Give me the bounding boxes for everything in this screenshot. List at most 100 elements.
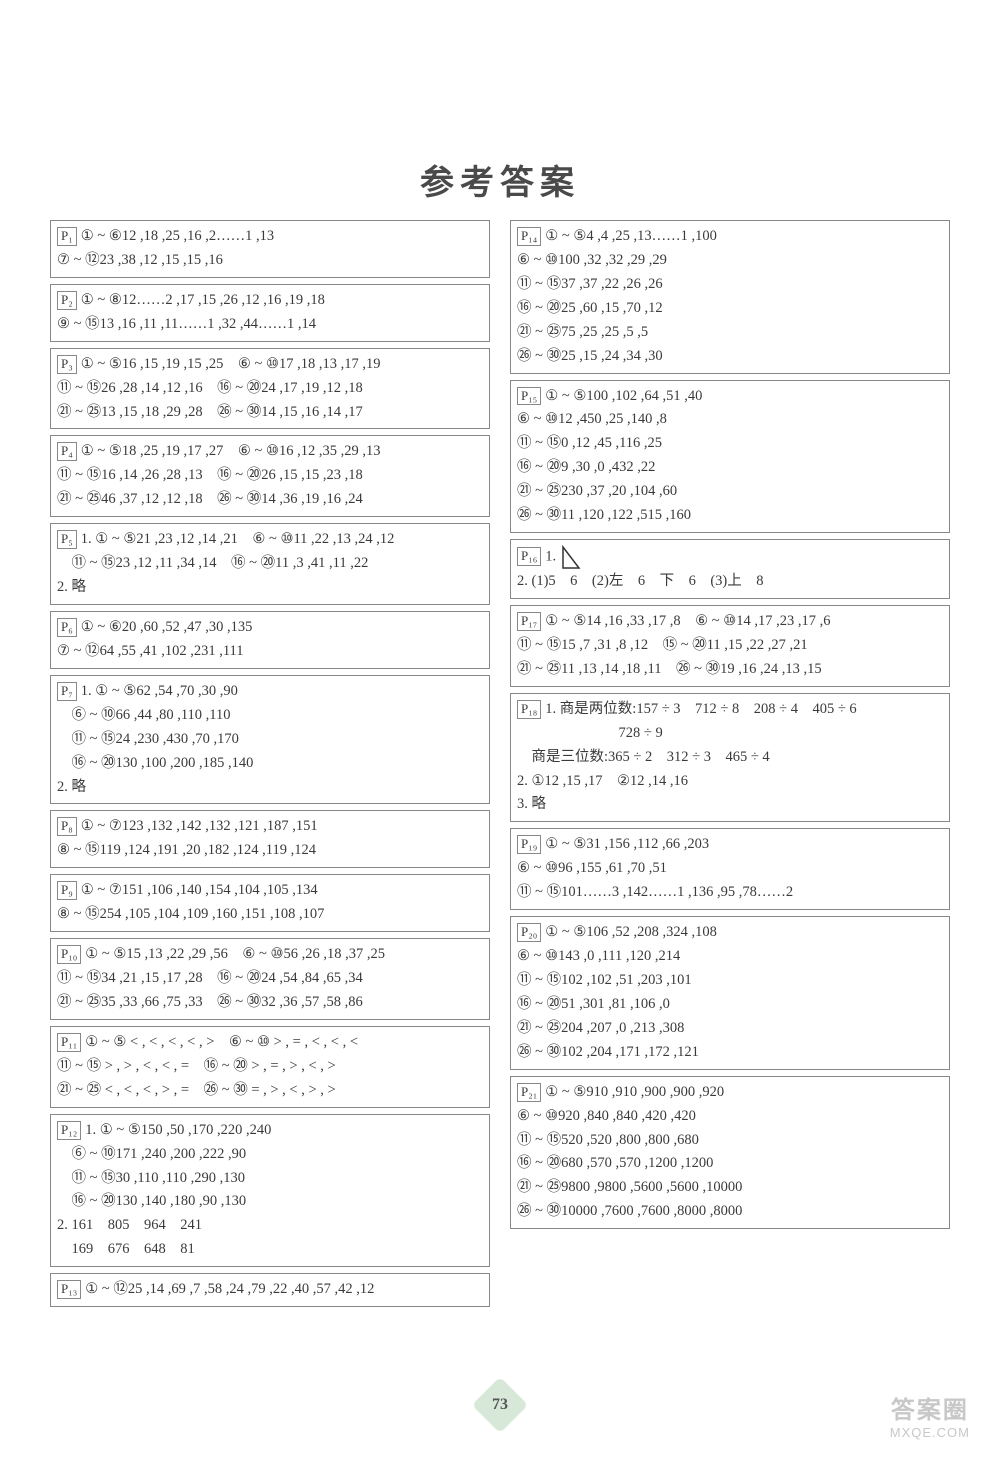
answer-block: P₁₆1. 2. (1)5 6 (2)左 6 下 6 (3)上 8: [510, 539, 950, 599]
watermark-line1: 答案圈: [890, 1390, 970, 1425]
answer-text: ⑯ ~ ⑳130 ,100 ,200 ,185 ,140: [57, 755, 253, 771]
answer-line: ⑪ ~ ⑮ > , > , < , < , = ⑯ ~ ⑳ > , = , > …: [57, 1055, 483, 1079]
answer-text: ① ~ ⑤18 ,25 ,19 ,17 ,27 ⑥ ~ ⑩16 ,12 ,35 …: [81, 443, 381, 459]
left-column: P₁① ~ ⑥12 ,18 ,25 ,16 ,2……1 ,13⑦ ~ ⑫23 ,…: [50, 220, 490, 1307]
answer-line: ⑪ ~ ⑮30 ,110 ,110 ,290 ,130: [57, 1167, 483, 1191]
answer-line: ㉖ ~ ㉚102 ,204 ,171 ,172 ,121: [517, 1041, 943, 1065]
answer-line: P₃① ~ ⑤16 ,15 ,19 ,15 ,25 ⑥ ~ ⑩17 ,18 ,1…: [57, 353, 483, 377]
answer-text: ㉑ ~ ㉕204 ,207 ,0 ,213 ,308: [517, 1020, 684, 1036]
page-ref-label: P₁₉: [517, 835, 541, 854]
watermark-line2: MXQE.COM: [890, 1425, 970, 1440]
answer-text: ① ~ ⑤14 ,16 ,33 ,17 ,8 ⑥ ~ ⑩14 ,17 ,23 ,…: [545, 613, 830, 629]
answer-text: ⑦ ~ ⑫64 ,55 ,41 ,102 ,231 ,111: [57, 643, 244, 659]
answer-text: ① ~ ⑤106 ,52 ,208 ,324 ,108: [545, 924, 717, 940]
answer-line: ㉑ ~ ㉕46 ,37 ,12 ,12 ,18 ㉖ ~ ㉚14 ,36 ,19 …: [57, 488, 483, 512]
answer-text: ① ~ ⑤910 ,910 ,900 ,900 ,920: [545, 1084, 724, 1100]
answer-line: ㉖ ~ ㉚10000 ,7600 ,7600 ,8000 ,8000: [517, 1200, 943, 1224]
answer-text: ① ~ ⑫25 ,14 ,69 ,7 ,58 ,24 ,79 ,22 ,40 ,…: [85, 1281, 374, 1297]
page-ref-label: P₁₂: [57, 1121, 81, 1140]
answer-text: ⑪ ~ ⑮34 ,21 ,15 ,17 ,28 ⑯ ~ ⑳24 ,54 ,84 …: [57, 970, 363, 986]
answer-line: ⑪ ~ ⑮16 ,14 ,26 ,28 ,13 ⑯ ~ ⑳26 ,15 ,15 …: [57, 464, 483, 488]
answer-text: 2. 略: [57, 579, 86, 595]
columns-wrap: P₁① ~ ⑥12 ,18 ,25 ,16 ,2……1 ,13⑦ ~ ⑫23 ,…: [50, 220, 950, 1307]
answer-line: 169 676 648 81: [57, 1238, 483, 1262]
answer-line: 2. 略: [57, 576, 483, 600]
answer-line: ⑪ ~ ⑮37 ,37 ,22 ,26 ,26: [517, 273, 943, 297]
page-number: 73: [480, 1385, 520, 1425]
watermark: 答案圈 MXQE.COM: [890, 1390, 970, 1440]
answer-line: P₁₁① ~ ⑤ < , < , < , < , > ⑥ ~ ⑩ > , = ,…: [57, 1031, 483, 1055]
answer-text: ⑪ ~ ⑮0 ,12 ,45 ,116 ,25: [517, 435, 662, 451]
answer-line: P₂₀① ~ ⑤106 ,52 ,208 ,324 ,108: [517, 921, 943, 945]
answer-line: ⑧ ~ ⑮254 ,105 ,104 ,109 ,160 ,151 ,108 ,…: [57, 903, 483, 927]
answer-text: ⑪ ~ ⑮101……3 ,142……1 ,136 ,95 ,78……2: [517, 884, 793, 900]
answer-block: P₁₁① ~ ⑤ < , < , < , < , > ⑥ ~ ⑩ > , = ,…: [50, 1026, 490, 1108]
answer-text: ⑪ ~ ⑮26 ,28 ,14 ,12 ,16 ⑯ ~ ⑳24 ,17 ,19 …: [57, 380, 363, 396]
answer-line: P₂₁① ~ ⑤910 ,910 ,900 ,900 ,920: [517, 1081, 943, 1105]
answer-text: ① ~ ⑤31 ,156 ,112 ,66 ,203: [545, 836, 709, 852]
answer-line: P₁₉① ~ ⑤31 ,156 ,112 ,66 ,203: [517, 833, 943, 857]
answer-text: 1.: [545, 548, 560, 564]
answer-text: 2. ①12 ,15 ,17 ②12 ,14 ,16: [517, 773, 688, 789]
answer-text: ㉑ ~ ㉕46 ,37 ,12 ,12 ,18 ㉖ ~ ㉚14 ,36 ,19 …: [57, 491, 363, 507]
answer-line: ⑯ ~ ⑳51 ,301 ,81 ,106 ,0: [517, 993, 943, 1017]
answer-text: 169 676 648 81: [57, 1241, 195, 1257]
answer-line: P₅1. ① ~ ⑤21 ,23 ,12 ,14 ,21 ⑥ ~ ⑩11 ,22…: [57, 528, 483, 552]
answer-line: ⑪ ~ ⑮34 ,21 ,15 ,17 ,28 ⑯ ~ ⑳24 ,54 ,84 …: [57, 967, 483, 991]
answer-line: P₁₆1.: [517, 544, 943, 570]
answer-text: ⑥ ~ ⑩12 ,450 ,25 ,140 ,8: [517, 411, 667, 427]
answer-line: ⑨ ~ ⑮13 ,16 ,11 ,11……1 ,32 ,44……1 ,14: [57, 313, 483, 337]
answer-line: P₈① ~ ⑦123 ,132 ,142 ,132 ,121 ,187 ,151: [57, 815, 483, 839]
answer-text: 2. 略: [57, 779, 86, 795]
answer-text: 3. 略: [517, 796, 546, 812]
answer-text: ㉖ ~ ㉚102 ,204 ,171 ,172 ,121: [517, 1044, 699, 1060]
answer-text: 商是三位数:365 ÷ 2 312 ÷ 3 465 ÷ 4: [517, 749, 770, 765]
answer-line: P₆① ~ ⑥20 ,60 ,52 ,47 ,30 ,135: [57, 616, 483, 640]
answer-text: ㉖ ~ ㉚11 ,120 ,122 ,515 ,160: [517, 507, 691, 523]
answer-line: P₁₅① ~ ⑤100 ,102 ,64 ,51 ,40: [517, 385, 943, 409]
answer-text: ⑪ ~ ⑮37 ,37 ,22 ,26 ,26: [517, 276, 663, 292]
answer-line: 2. ①12 ,15 ,17 ②12 ,14 ,16: [517, 770, 943, 794]
answer-text: 1. ① ~ ⑤62 ,54 ,70 ,30 ,90: [81, 683, 238, 699]
answer-line: ⑦ ~ ⑫23 ,38 ,12 ,15 ,15 ,16: [57, 249, 483, 273]
answer-line: ⑥ ~ ⑩66 ,44 ,80 ,110 ,110: [57, 704, 483, 728]
answer-text: ⑧ ~ ⑮119 ,124 ,191 ,20 ,182 ,124 ,119 ,1…: [57, 842, 316, 858]
answer-text: ⑥ ~ ⑩100 ,32 ,32 ,29 ,29: [517, 252, 667, 268]
answer-line: ⑦ ~ ⑫64 ,55 ,41 ,102 ,231 ,111: [57, 640, 483, 664]
answer-line: ⑯ ~ ⑳130 ,140 ,180 ,90 ,130: [57, 1190, 483, 1214]
page-ref-label: P₁₃: [57, 1280, 81, 1299]
answer-line: ㉖ ~ ㉚11 ,120 ,122 ,515 ,160: [517, 504, 943, 528]
answer-text: 2. 161 805 964 241: [57, 1217, 202, 1233]
answer-text: ⑥ ~ ⑩143 ,0 ,111 ,120 ,214: [517, 948, 680, 964]
answer-text: 728 ÷ 9: [517, 725, 663, 741]
page-ref-label: P₁₀: [57, 945, 81, 964]
page: 参考答案 P₁① ~ ⑥12 ,18 ,25 ,16 ,2……1 ,13⑦ ~ …: [0, 0, 1000, 1460]
answer-text: ㉑ ~ ㉕230 ,37 ,20 ,104 ,60: [517, 483, 677, 499]
answer-line: 商是三位数:365 ÷ 2 312 ÷ 3 465 ÷ 4: [517, 746, 943, 770]
answer-line: ⑪ ~ ⑮26 ,28 ,14 ,12 ,16 ⑯ ~ ⑳24 ,17 ,19 …: [57, 377, 483, 401]
answer-text: ㉑ ~ ㉕9800 ,9800 ,5600 ,5600 ,10000: [517, 1179, 742, 1195]
answer-line: ⑪ ~ ⑮520 ,520 ,800 ,800 ,680: [517, 1129, 943, 1153]
answer-block: P₃① ~ ⑤16 ,15 ,19 ,15 ,25 ⑥ ~ ⑩17 ,18 ,1…: [50, 348, 490, 430]
answer-text: ⑪ ~ ⑮24 ,230 ,430 ,70 ,170: [57, 731, 239, 747]
answer-text: ⑥ ~ ⑩66 ,44 ,80 ,110 ,110: [57, 707, 231, 723]
page-ref-label: P₁₅: [517, 387, 541, 406]
answer-text: ① ~ ⑧12……2 ,17 ,15 ,26 ,12 ,16 ,19 ,18: [81, 292, 325, 308]
answer-line: P₁₂1. ① ~ ⑤150 ,50 ,170 ,220 ,240: [57, 1119, 483, 1143]
answer-line: 3. 略: [517, 793, 943, 817]
page-ref-label: P₅: [57, 530, 77, 549]
answer-text: 1. ① ~ ⑤21 ,23 ,12 ,14 ,21 ⑥ ~ ⑩11 ,22 ,…: [81, 531, 395, 547]
answer-line: P₁₃① ~ ⑫25 ,14 ,69 ,7 ,58 ,24 ,79 ,22 ,4…: [57, 1278, 483, 1302]
answer-line: ⑪ ~ ⑮101……3 ,142……1 ,136 ,95 ,78……2: [517, 881, 943, 905]
answer-text: ⑪ ~ ⑮102 ,102 ,51 ,203 ,101: [517, 972, 692, 988]
answer-block: P₁₅① ~ ⑤100 ,102 ,64 ,51 ,40 ⑥ ~ ⑩12 ,450…: [510, 380, 950, 534]
answer-text: ⑪ ~ ⑮ > , > , < , < , = ⑯ ~ ⑳ > , = , > …: [57, 1058, 336, 1074]
page-ref-label: P₆: [57, 618, 77, 637]
answer-block: P₁₉① ~ ⑤31 ,156 ,112 ,66 ,203⑥ ~ ⑩96 ,15…: [510, 828, 950, 910]
answer-text: ① ~ ⑤4 ,4 ,25 ,13……1 ,100: [545, 228, 717, 244]
answer-block: P₂₁① ~ ⑤910 ,910 ,900 ,900 ,920⑥ ~ ⑩920 …: [510, 1076, 950, 1230]
page-ref-label: P₂₁: [517, 1083, 541, 1102]
answer-line: ⑥ ~ ⑩12 ,450 ,25 ,140 ,8: [517, 408, 943, 432]
page-ref-label: P₄: [57, 442, 77, 461]
answer-line: ㉑ ~ ㉕13 ,15 ,18 ,29 ,28 ㉖ ~ ㉚14 ,15 ,16 …: [57, 401, 483, 425]
